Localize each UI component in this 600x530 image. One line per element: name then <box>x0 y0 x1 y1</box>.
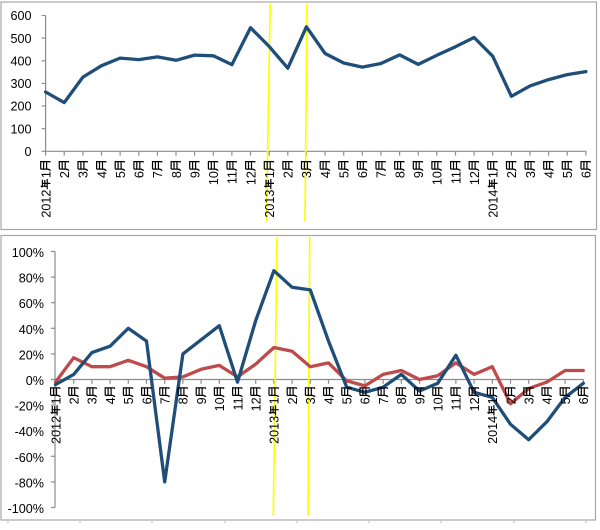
svg-text:6: 6 <box>359 397 373 404</box>
svg-text:3: 3 <box>300 171 314 178</box>
svg-text:11: 11 <box>450 397 464 410</box>
svg-text:20%: 20% <box>19 348 44 362</box>
svg-text:500: 500 <box>10 32 31 46</box>
svg-text:8: 8 <box>395 397 409 404</box>
svg-text:0%: 0% <box>26 374 44 388</box>
svg-text:100%: 100% <box>12 246 44 260</box>
svg-text:2: 2 <box>504 397 518 404</box>
svg-text:600: 600 <box>10 9 31 23</box>
svg-text:60%: 60% <box>19 297 44 311</box>
svg-text:10: 10 <box>432 397 446 411</box>
svg-text:-60%: -60% <box>15 451 44 465</box>
svg-text:12: 12 <box>468 397 482 411</box>
svg-text:5: 5 <box>559 397 573 404</box>
svg-text:2012: 2012 <box>49 416 63 444</box>
svg-text:3: 3 <box>77 171 91 178</box>
svg-text:12: 12 <box>250 397 264 411</box>
svg-text:2013: 2013 <box>263 190 277 218</box>
svg-text:400: 400 <box>10 55 31 69</box>
svg-text:6: 6 <box>580 171 594 178</box>
svg-text:4: 4 <box>322 397 336 404</box>
svg-text:2: 2 <box>505 171 519 178</box>
svg-text:4: 4 <box>104 397 118 404</box>
svg-text:40%: 40% <box>19 323 44 337</box>
svg-text:2: 2 <box>58 171 72 178</box>
svg-text:9: 9 <box>188 171 202 178</box>
svg-text:-80%: -80% <box>15 476 44 490</box>
svg-text:8: 8 <box>170 171 184 178</box>
svg-text:1: 1 <box>49 397 63 404</box>
svg-text:7: 7 <box>151 171 165 178</box>
svg-text:1: 1 <box>487 171 501 178</box>
svg-text:9: 9 <box>412 171 426 178</box>
svg-text:3: 3 <box>524 171 538 178</box>
svg-text:7: 7 <box>159 397 173 404</box>
svg-text:300: 300 <box>10 77 31 91</box>
svg-text:100: 100 <box>10 122 31 136</box>
svg-text:11: 11 <box>231 397 245 410</box>
svg-text:10: 10 <box>207 171 221 185</box>
svg-text:2: 2 <box>286 397 300 404</box>
svg-text:11: 11 <box>226 171 240 184</box>
svg-text:6: 6 <box>356 171 370 178</box>
svg-text:9: 9 <box>413 397 427 404</box>
svg-text:2014: 2014 <box>487 190 501 218</box>
svg-text:200: 200 <box>10 100 31 114</box>
svg-text:2: 2 <box>68 397 82 404</box>
svg-text:4: 4 <box>542 171 556 178</box>
svg-text:-100%: -100% <box>8 502 44 516</box>
svg-text:1: 1 <box>263 171 277 178</box>
svg-text:6: 6 <box>133 171 147 178</box>
svg-text:12: 12 <box>468 171 482 185</box>
svg-text:8: 8 <box>393 171 407 178</box>
svg-text:80%: 80% <box>19 272 44 286</box>
svg-text:12: 12 <box>244 171 258 185</box>
svg-text:5: 5 <box>338 171 352 178</box>
svg-text:5: 5 <box>341 397 355 404</box>
svg-text:0: 0 <box>24 145 31 159</box>
svg-text:6: 6 <box>140 397 154 404</box>
svg-text:4: 4 <box>95 171 109 178</box>
svg-text:2013: 2013 <box>268 416 282 444</box>
svg-text:3: 3 <box>86 397 100 404</box>
svg-text:3: 3 <box>523 397 537 404</box>
svg-text:4: 4 <box>541 397 555 404</box>
svg-text:7: 7 <box>375 171 389 178</box>
svg-text:11: 11 <box>449 171 463 184</box>
svg-text:7: 7 <box>377 397 391 404</box>
svg-text:2012: 2012 <box>39 190 53 218</box>
svg-text:10: 10 <box>431 171 445 185</box>
svg-text:4: 4 <box>319 171 333 178</box>
svg-text:8: 8 <box>177 397 191 404</box>
svg-text:10: 10 <box>213 397 227 411</box>
svg-text:2: 2 <box>282 171 296 178</box>
svg-text:5: 5 <box>561 171 575 178</box>
svg-text:1: 1 <box>486 397 500 404</box>
svg-text:6: 6 <box>577 397 591 404</box>
svg-text:1: 1 <box>39 171 53 178</box>
svg-text:2014: 2014 <box>486 416 500 444</box>
svg-text:-40%: -40% <box>15 425 44 439</box>
svg-text:1: 1 <box>268 397 282 404</box>
svg-text:5: 5 <box>114 171 128 178</box>
svg-text:-20%: -20% <box>15 400 44 414</box>
svg-text:9: 9 <box>195 397 209 404</box>
svg-text:3: 3 <box>304 397 318 404</box>
svg-text:5: 5 <box>122 397 136 404</box>
